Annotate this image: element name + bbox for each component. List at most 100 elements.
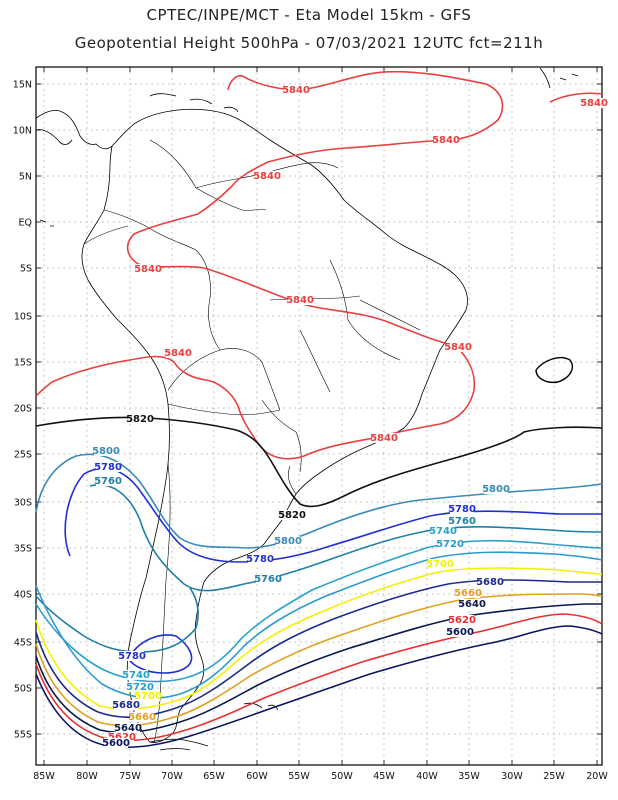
contour-5840-north	[35, 70, 504, 460]
contour-label-bg	[460, 599, 484, 609]
contour-label-bg	[96, 462, 120, 472]
contour-label-bg	[450, 504, 474, 514]
contour-label-5720: 5720	[436, 539, 464, 550]
contour-label-5800: 5800	[274, 536, 302, 547]
lon-label: 40W	[416, 771, 438, 782]
contour-label-bg	[255, 171, 279, 181]
border-colombia-peru	[103, 209, 197, 251]
contour-label-bg	[484, 484, 508, 494]
contour-label-5700: 5700	[426, 559, 454, 570]
lon-label: 70W	[161, 771, 183, 782]
contour-label-5840: 5840	[444, 342, 472, 353]
lon-label: 20W	[586, 771, 608, 782]
contour-label-5620: 5620	[448, 615, 476, 626]
lat-label: 45S	[14, 638, 32, 649]
contour-label-5700: 5700	[134, 691, 162, 702]
contour-5680	[35, 579, 602, 719]
contour-labels: 5840 5840 5840 5840 5840 5840 5840 5840 5840 5820…	[92, 85, 608, 749]
contour-label-bg	[280, 510, 304, 520]
contour-5740	[35, 539, 603, 683]
lon-label: 65W	[203, 771, 225, 782]
lon-label: 60W	[246, 771, 268, 782]
contour-5820	[35, 416, 603, 508]
contour-label-5640: 5640	[114, 723, 142, 734]
lat-label: 55S	[14, 730, 32, 741]
border-bolivia-brazil	[219, 348, 281, 411]
contour-label-bg	[431, 526, 455, 536]
contour-5620	[35, 613, 603, 742]
coastlines	[35, 67, 579, 751]
contour-label-bg	[136, 691, 160, 701]
lat-label: 5N	[19, 172, 32, 183]
contour-label-5840: 5840	[370, 433, 398, 444]
contour-label-5840: 5840	[164, 348, 192, 359]
chart-title-line1: CPTEC/INPE/MCT - Eta Model 15km - GFS	[146, 6, 472, 24]
contour-label-bg	[450, 615, 474, 625]
south-america-coast	[81, 108, 468, 743]
contour-label-5840: 5840	[282, 85, 310, 96]
lat-label: 15S	[14, 358, 32, 369]
contour-label-5660: 5660	[128, 712, 156, 723]
contour-label-5760: 5760	[254, 574, 282, 585]
lat-label: 50S	[14, 684, 32, 695]
lon-label: 30W	[501, 771, 523, 782]
border-brazil-states	[269, 259, 421, 393]
country-borders	[83, 139, 421, 743]
contour-label-5740: 5740	[429, 526, 457, 537]
contour-label-5640: 5640	[458, 599, 486, 610]
contour-5660	[35, 593, 603, 727]
contour-label-bg	[372, 433, 396, 443]
lat-label: 5S	[20, 264, 32, 275]
map-frame	[35, 66, 603, 766]
contour-5720	[35, 551, 603, 699]
contour-label-5840: 5840	[253, 171, 281, 182]
contour-label-5680: 5680	[112, 700, 140, 711]
contour-label-bg	[104, 738, 128, 748]
contour-5840-east	[549, 92, 603, 103]
contour-label-bg	[284, 85, 308, 95]
lon-label: 35W	[458, 771, 480, 782]
contour-label-bg	[438, 539, 462, 549]
contour-label-bg	[96, 476, 120, 486]
central-america-coast	[35, 110, 113, 150]
lon-label: 85W	[33, 771, 55, 782]
border-ecuador	[83, 225, 129, 245]
lon-label: 50W	[331, 771, 353, 782]
contour-label-bg	[114, 700, 138, 710]
lon-label: 45W	[373, 771, 395, 782]
contour-label-5600: 5600	[446, 627, 474, 638]
contour-label-5660: 5660	[454, 588, 482, 599]
contour-label-5780: 5780	[448, 504, 476, 515]
contour-label-bg	[450, 516, 474, 526]
border-brazil-north	[195, 162, 339, 189]
contour-label-5680: 5680	[476, 577, 504, 588]
contour-label-5840: 5840	[134, 264, 162, 275]
contour-label-bg	[120, 651, 144, 661]
contour-label-bg	[130, 712, 154, 722]
falkland-islands	[243, 702, 279, 711]
contour-label-5600: 5600	[102, 738, 130, 749]
contour-label-5760: 5760	[94, 476, 122, 487]
contour-label-bg	[478, 577, 502, 587]
contour-label-5780: 5780	[246, 554, 274, 565]
border-bolivia-argentina	[167, 403, 281, 416]
lat-label: 30S	[14, 498, 32, 509]
lon-label: 80W	[76, 771, 98, 782]
contour-label-bg	[136, 264, 160, 274]
border-peru-bolivia	[167, 349, 221, 391]
contour-label-bg	[116, 723, 140, 733]
border-paraguay	[261, 399, 302, 473]
border-colombia-venezuela	[149, 139, 267, 211]
latitude-labels: 15N 10N 5N EQ 5S 10S 15S 20S 25S 30S 35S 40S 45S 50S 5…	[13, 80, 32, 741]
contour-label-5780: 5780	[118, 651, 146, 662]
contour-label-bg	[128, 682, 152, 692]
lat-label: 10N	[13, 126, 32, 137]
contour-5760	[89, 483, 603, 592]
contour-label-bg	[248, 554, 272, 564]
lat-label: 40S	[14, 590, 32, 601]
contour-label-5620: 5620	[108, 732, 136, 743]
contour-label-5800: 5800	[482, 484, 510, 495]
contour-label-bg	[166, 348, 190, 358]
contour-label-5720: 5720	[126, 682, 154, 693]
